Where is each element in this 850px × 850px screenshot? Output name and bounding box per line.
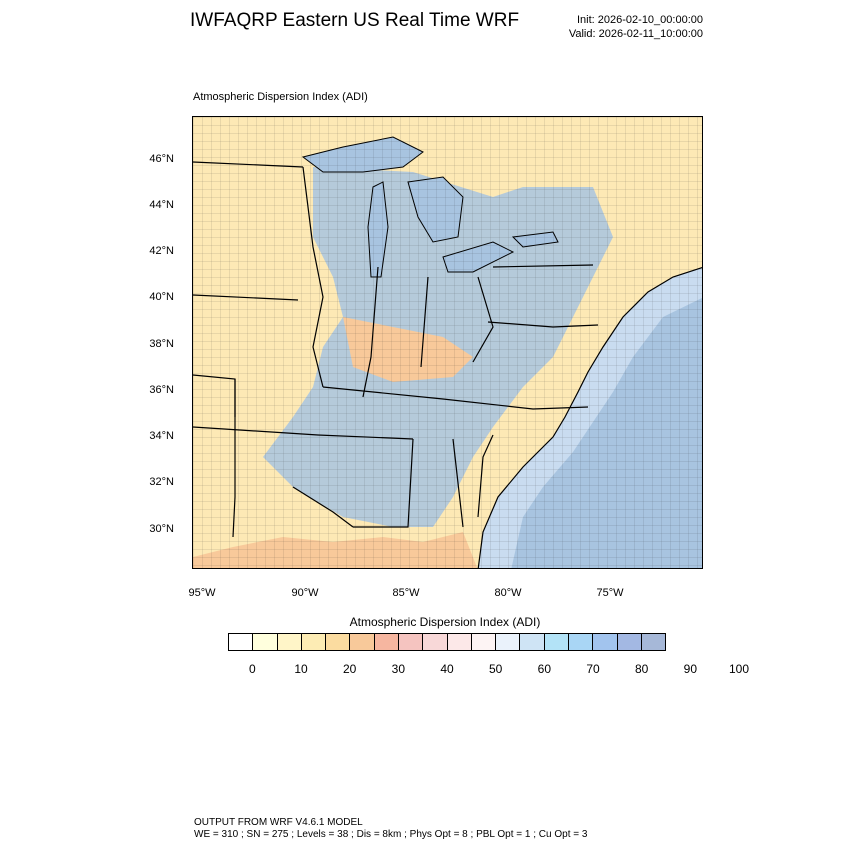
valid-time: Valid: 2026-02-11_10:00:00 bbox=[568, 28, 703, 40]
lat-label-42: 42°N bbox=[149, 245, 174, 257]
lon-label-95: 95°W bbox=[188, 587, 216, 599]
colorbar-box bbox=[229, 634, 254, 650]
colorbar-tick-label: 0 bbox=[248, 662, 256, 676]
colorbar-box bbox=[423, 634, 448, 650]
lat-label-40: 40°N bbox=[149, 291, 174, 303]
lat-label-38: 38°N bbox=[149, 338, 174, 350]
colorbar-tick-label: 80 bbox=[634, 662, 649, 676]
colorbar-tick-label: 30 bbox=[391, 662, 405, 676]
colorbar-box bbox=[520, 634, 545, 650]
lon-label-75: 75°W bbox=[596, 587, 624, 599]
lon-label-90: 90°W bbox=[291, 587, 319, 599]
model-info: OUTPUT FROM WRF V4.6.1 MODEL bbox=[194, 817, 363, 828]
colorbar-box bbox=[568, 634, 594, 650]
plot-title: IWFAQRP Eastern US Real Time WRF bbox=[190, 10, 520, 31]
init-time: Init: 2026-02-10_00:00:00 bbox=[577, 14, 703, 26]
colorbar-box bbox=[593, 634, 618, 650]
colorbar-box bbox=[544, 634, 569, 650]
lat-label-46: 46°N bbox=[149, 153, 174, 165]
colorbar-box bbox=[641, 634, 666, 650]
lat-label-32: 32°N bbox=[149, 476, 174, 488]
coastline bbox=[477, 267, 702, 568]
colorbar-box bbox=[617, 634, 642, 650]
colorbar-box bbox=[350, 634, 375, 650]
colorbar-box bbox=[447, 634, 472, 650]
colorbar-box bbox=[374, 634, 399, 650]
colorbar-tick-label: 10 bbox=[294, 662, 308, 676]
map-subtitle: Atmospheric Dispersion Index (ADI) bbox=[193, 91, 368, 103]
colorbar-box bbox=[301, 634, 327, 650]
lon-label-80: 80°W bbox=[494, 587, 522, 599]
colorbar-box bbox=[496, 634, 521, 650]
colorbar-tick-label: 100 bbox=[728, 662, 750, 676]
colorbar-tick-label: 40 bbox=[440, 662, 454, 676]
colorbar-box bbox=[253, 634, 278, 650]
lon-label-85: 85°W bbox=[392, 587, 420, 599]
lat-label-30: 30°N bbox=[149, 523, 174, 535]
colorbar-tick-label: 50 bbox=[488, 662, 503, 676]
colorbar-box bbox=[398, 634, 424, 650]
adi-map bbox=[193, 117, 702, 568]
colorbar-title: Atmospheric Dispersion Index (ADI) bbox=[349, 615, 541, 629]
map-panel bbox=[192, 116, 703, 569]
colorbar bbox=[228, 633, 666, 651]
lat-label-44: 44°N bbox=[149, 199, 174, 211]
colorbar-tick-label: 90 bbox=[683, 662, 697, 676]
colorbar-tick-label: 60 bbox=[537, 662, 551, 676]
colorbar-box bbox=[471, 634, 497, 650]
lat-label-36: 36°N bbox=[149, 384, 174, 396]
lat-label-34: 34°N bbox=[149, 430, 174, 442]
colorbar-box bbox=[277, 634, 302, 650]
state-boundaries bbox=[193, 161, 599, 538]
model-params: WE = 310 ; SN = 275 ; Levels = 38 ; Dis … bbox=[194, 829, 588, 840]
colorbar-tick-label: 20 bbox=[342, 662, 357, 676]
colorbar-box bbox=[326, 634, 351, 650]
colorbar-tick-label: 70 bbox=[586, 662, 600, 676]
